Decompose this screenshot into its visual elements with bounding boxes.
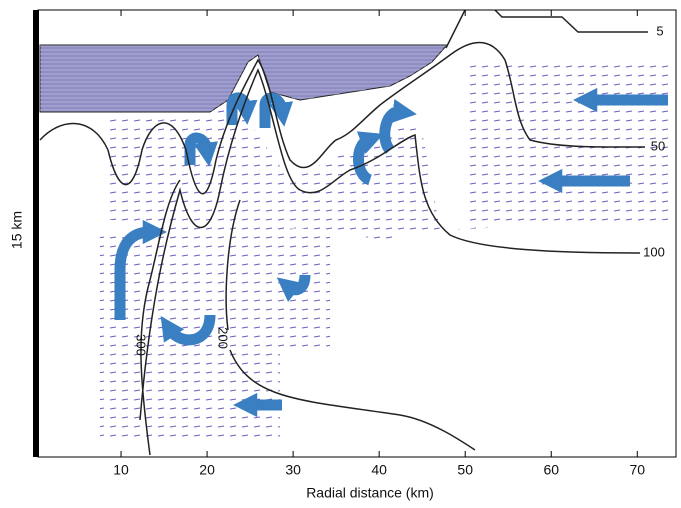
contour-line <box>445 9 648 49</box>
contours <box>39 9 648 456</box>
x-axis-label: Radial distance (km) <box>306 485 434 501</box>
contour-line <box>140 179 181 456</box>
contour-label: 50 <box>651 138 665 153</box>
x-tick-label: 20 <box>199 462 215 478</box>
x-tick-label: 70 <box>629 462 645 478</box>
x-tick-label: 60 <box>543 462 559 478</box>
x-tick-label: 10 <box>113 462 129 478</box>
x-tick-label: 40 <box>371 462 387 478</box>
x-axis: 10 20 30 40 50 60 70 <box>113 10 645 478</box>
x-tick-label: 30 <box>285 462 301 478</box>
left-axis-bar <box>33 10 39 457</box>
contour-line <box>225 199 476 451</box>
contour-label: 5 <box>656 23 663 38</box>
contour-label: 200 <box>216 327 231 349</box>
y-axis-label: 15 km <box>9 211 25 249</box>
plot-frame <box>37 9 677 458</box>
x-tick-label: 50 <box>457 462 473 478</box>
contour-line <box>139 68 641 421</box>
contour-label: 300 <box>134 334 149 356</box>
contour-line <box>39 41 646 195</box>
flow-arrows <box>114 87 668 418</box>
cloud-texture <box>40 45 447 112</box>
contour-label: 100 <box>643 244 665 259</box>
